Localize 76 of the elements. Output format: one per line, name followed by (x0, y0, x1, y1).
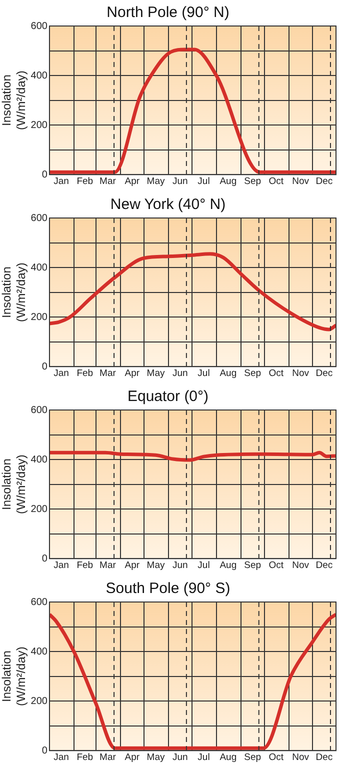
y-tick-label: 200 (30, 120, 48, 131)
x-tick-label: Mar (100, 368, 116, 379)
y-axis-title: Insolation (W/m²/day) (0, 70, 28, 130)
x-tick-label: May (146, 560, 165, 571)
x-tick-label: Sep (244, 560, 262, 571)
y-tick-label: 400 (30, 454, 48, 466)
chart-title: South Pole (90° S) (106, 580, 230, 598)
y-tick-label: 600 (30, 404, 48, 416)
y-axis-title: Insolation (W/m²/day) (0, 454, 28, 514)
x-tick-label: Oct (268, 752, 284, 763)
line-series (49, 48, 336, 174)
chart-title: New York (40° N) (110, 196, 226, 214)
x-tick-label: Oct (268, 560, 284, 571)
x-tick-label: May (146, 752, 165, 763)
y-tick-label: 0 (42, 169, 48, 180)
x-tick-label: Feb (76, 368, 94, 379)
x-tick-label: Apr (124, 368, 140, 379)
y-tick-label: 200 (30, 504, 48, 515)
x-tick-label: May (146, 176, 165, 187)
x-tick-label: Jun (172, 176, 188, 187)
y-tick-label: 400 (30, 646, 48, 658)
x-tick-label: Jul (198, 368, 210, 379)
x-tick-label: Mar (100, 560, 116, 571)
x-tick-label: Apr (124, 752, 140, 763)
x-tick-label: Sep (244, 752, 262, 763)
x-tick-label: Sep (244, 176, 262, 187)
x-tick-label: Oct (268, 176, 284, 187)
x-tick-label: Jun (172, 560, 188, 571)
x-tick-label: Dec (316, 752, 333, 763)
x-tick-label: Aug (220, 176, 237, 187)
x-tick-label: Feb (76, 176, 94, 187)
line-series (49, 450, 336, 462)
y-tick-label: 400 (30, 262, 48, 274)
x-tick-label: Aug (220, 368, 237, 379)
x-tick-label: Jun (172, 752, 188, 763)
x-tick-label: Jan (54, 368, 69, 379)
x-tick-label: Dec (316, 560, 333, 571)
y-tick-label: 0 (42, 361, 48, 372)
y-tick-label: 200 (30, 696, 48, 707)
y-tick-label: 0 (42, 553, 48, 564)
x-tick-label: Nov (292, 560, 310, 571)
x-tick-label: Feb (76, 560, 94, 571)
x-tick-label: Jan (54, 560, 69, 571)
chart-title: Equator (0°) (127, 388, 209, 406)
x-tick-label: May (146, 368, 165, 379)
x-tick-label: Aug (220, 560, 237, 571)
y-tick-label: 600 (30, 596, 48, 608)
x-tick-label: Sep (244, 368, 262, 379)
x-tick-label: Mar (100, 176, 116, 187)
x-tick-label: Jul (198, 752, 210, 763)
x-tick-label: Jan (54, 752, 69, 763)
x-tick-label: Nov (292, 368, 310, 379)
x-tick-label: Nov (292, 176, 310, 187)
x-tick-label: Oct (268, 368, 284, 379)
y-tick-label: 0 (42, 745, 48, 756)
x-tick-label: Feb (76, 752, 94, 763)
x-tick-label: Apr (124, 176, 140, 187)
x-tick-label: Jan (54, 176, 69, 187)
x-tick-label: Dec (316, 176, 333, 187)
chart-title: North Pole (90° N) (106, 4, 230, 22)
x-tick-label: Dec (316, 368, 333, 379)
y-axis-title: Insolation (W/m²/day) (0, 646, 28, 706)
line-series (49, 612, 336, 750)
y-tick-label: 600 (30, 20, 48, 32)
line-series (49, 252, 336, 332)
y-tick-label: 600 (30, 212, 48, 224)
y-tick-label: 400 (30, 70, 48, 82)
x-tick-label: Aug (220, 752, 237, 763)
x-tick-label: Nov (292, 752, 310, 763)
x-tick-label: Jun (172, 368, 188, 379)
x-tick-label: Jul (198, 176, 210, 187)
y-axis-title: Insolation (W/m²/day) (0, 262, 28, 322)
x-tick-label: Jul (198, 560, 210, 571)
y-tick-label: 200 (30, 312, 48, 323)
x-tick-label: Mar (100, 752, 116, 763)
x-tick-label: Apr (124, 560, 140, 571)
